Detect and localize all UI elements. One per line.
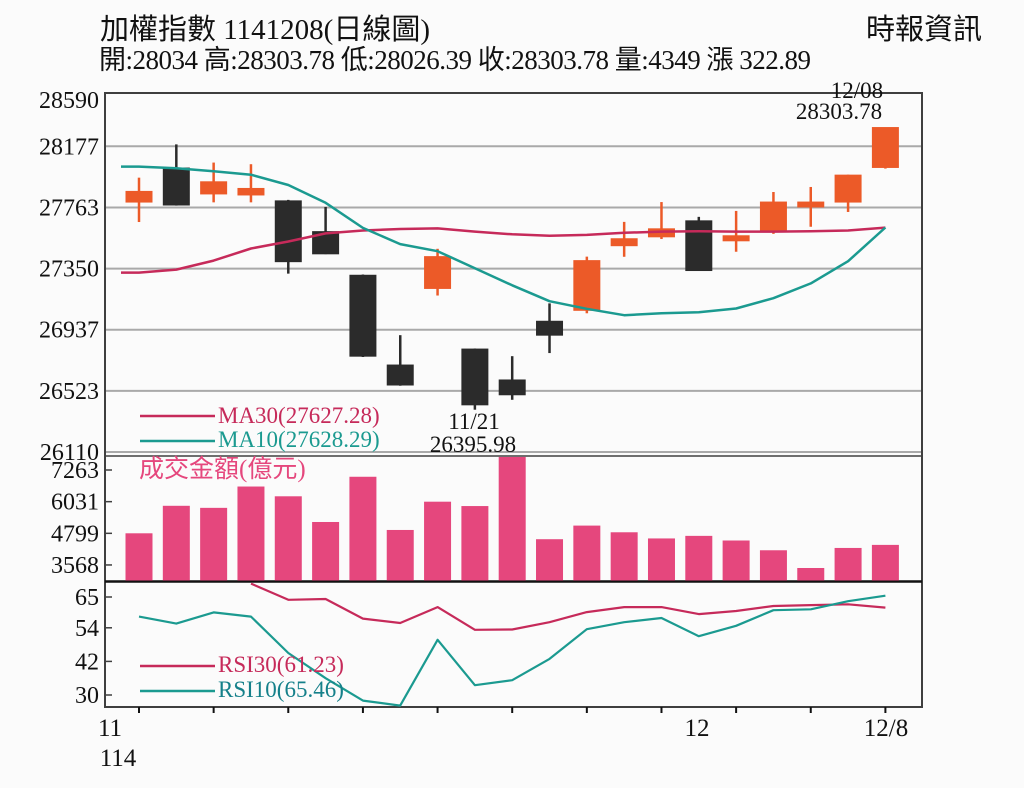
volume-bar	[536, 539, 564, 581]
price-tick-label: 26110	[40, 440, 99, 466]
ma10-line	[121, 165, 887, 317]
volume-bar	[498, 456, 526, 581]
volume-bar	[312, 521, 340, 581]
candle-body	[461, 348, 489, 406]
candle-body	[834, 174, 862, 203]
volume-pane-title: 成交金額(億元)	[139, 456, 306, 483]
volume-bar	[200, 507, 228, 581]
x-tick-label: 12	[685, 715, 710, 742]
candle-body	[498, 379, 526, 396]
candle-body	[536, 320, 564, 336]
volume-bar	[834, 547, 862, 581]
candle-body	[797, 201, 825, 208]
ohlc-quote-line: 開:28034 高:28303.78 低:28026.39 收:28303.78…	[99, 45, 811, 75]
ma10-legend-label: MA10(27628.29)	[218, 427, 380, 452]
x-tick-label: 12/8	[864, 715, 908, 742]
price-tick-label: 27350	[39, 257, 99, 283]
volume-bar	[349, 476, 377, 581]
price-tick-label: 28177	[39, 134, 99, 160]
candle-body	[237, 187, 265, 196]
ma30-legend-label: MA30(27627.28)	[218, 403, 380, 428]
data-source-label: 時報資訊	[866, 14, 983, 46]
high-annotation-value: 28303.78	[795, 99, 883, 124]
candle-body	[386, 364, 414, 386]
candle-body	[349, 274, 377, 357]
candle-body	[610, 238, 638, 247]
candle-body	[312, 231, 340, 255]
x-tick-label: 11	[98, 715, 122, 742]
candle-body	[274, 200, 302, 263]
low-annotation-value: 26395.98	[429, 432, 517, 457]
volume-bar	[647, 538, 675, 581]
chart-title: 加權指數 1141208(日線圖)	[100, 14, 430, 46]
rsi30-line	[250, 582, 886, 631]
volume-tick-label: 6031	[51, 490, 99, 516]
candle-body	[125, 190, 153, 203]
rsi-tick-label: 65	[75, 585, 99, 611]
rsi10-line	[138, 594, 886, 707]
volume-bar	[797, 567, 825, 581]
price-tick-label: 27763	[39, 196, 99, 222]
candle-body	[759, 201, 787, 233]
candle-body	[685, 220, 713, 272]
candle-body	[722, 235, 750, 242]
x-tick-label: 114	[100, 745, 137, 772]
volume-bar	[871, 544, 899, 581]
volume-tick-label: 4799	[51, 521, 99, 547]
volume-bar	[386, 529, 414, 581]
volume-bar	[274, 496, 302, 581]
volume-bar	[424, 501, 452, 581]
rsi10-legend-label: RSI10(65.46)	[218, 677, 344, 702]
rsi-tick-label: 30	[75, 683, 99, 709]
price-tick-label: 26523	[39, 379, 99, 405]
high-annotation-date: 12/08	[830, 78, 884, 103]
volume-bar	[573, 525, 601, 581]
volume-tick-label: 7263	[51, 458, 99, 484]
candle-body	[200, 181, 228, 195]
rsi-tick-label: 42	[75, 649, 99, 675]
volume-bar	[461, 506, 489, 581]
volume-bar	[237, 486, 265, 581]
volume-bar	[685, 535, 713, 581]
candle-body	[162, 167, 190, 206]
price-tick-label: 28590	[39, 88, 99, 114]
volume-bar	[610, 532, 638, 581]
candle-body	[871, 127, 899, 168]
volume-bar	[162, 505, 190, 581]
plot-border	[104, 92, 923, 708]
rsi-tick-label: 54	[75, 616, 99, 642]
candle-body	[573, 260, 601, 311]
candle-body	[424, 256, 452, 289]
volume-bar	[722, 540, 750, 581]
volume-bar	[759, 550, 787, 581]
low-annotation-date: 11/21	[448, 409, 500, 434]
volume-bar	[125, 533, 153, 581]
rsi30-legend-label: RSI30(61.23)	[218, 652, 344, 677]
ma30-line	[121, 226, 886, 274]
volume-tick-label: 3568	[51, 553, 99, 579]
price-tick-label: 26937	[39, 318, 99, 344]
